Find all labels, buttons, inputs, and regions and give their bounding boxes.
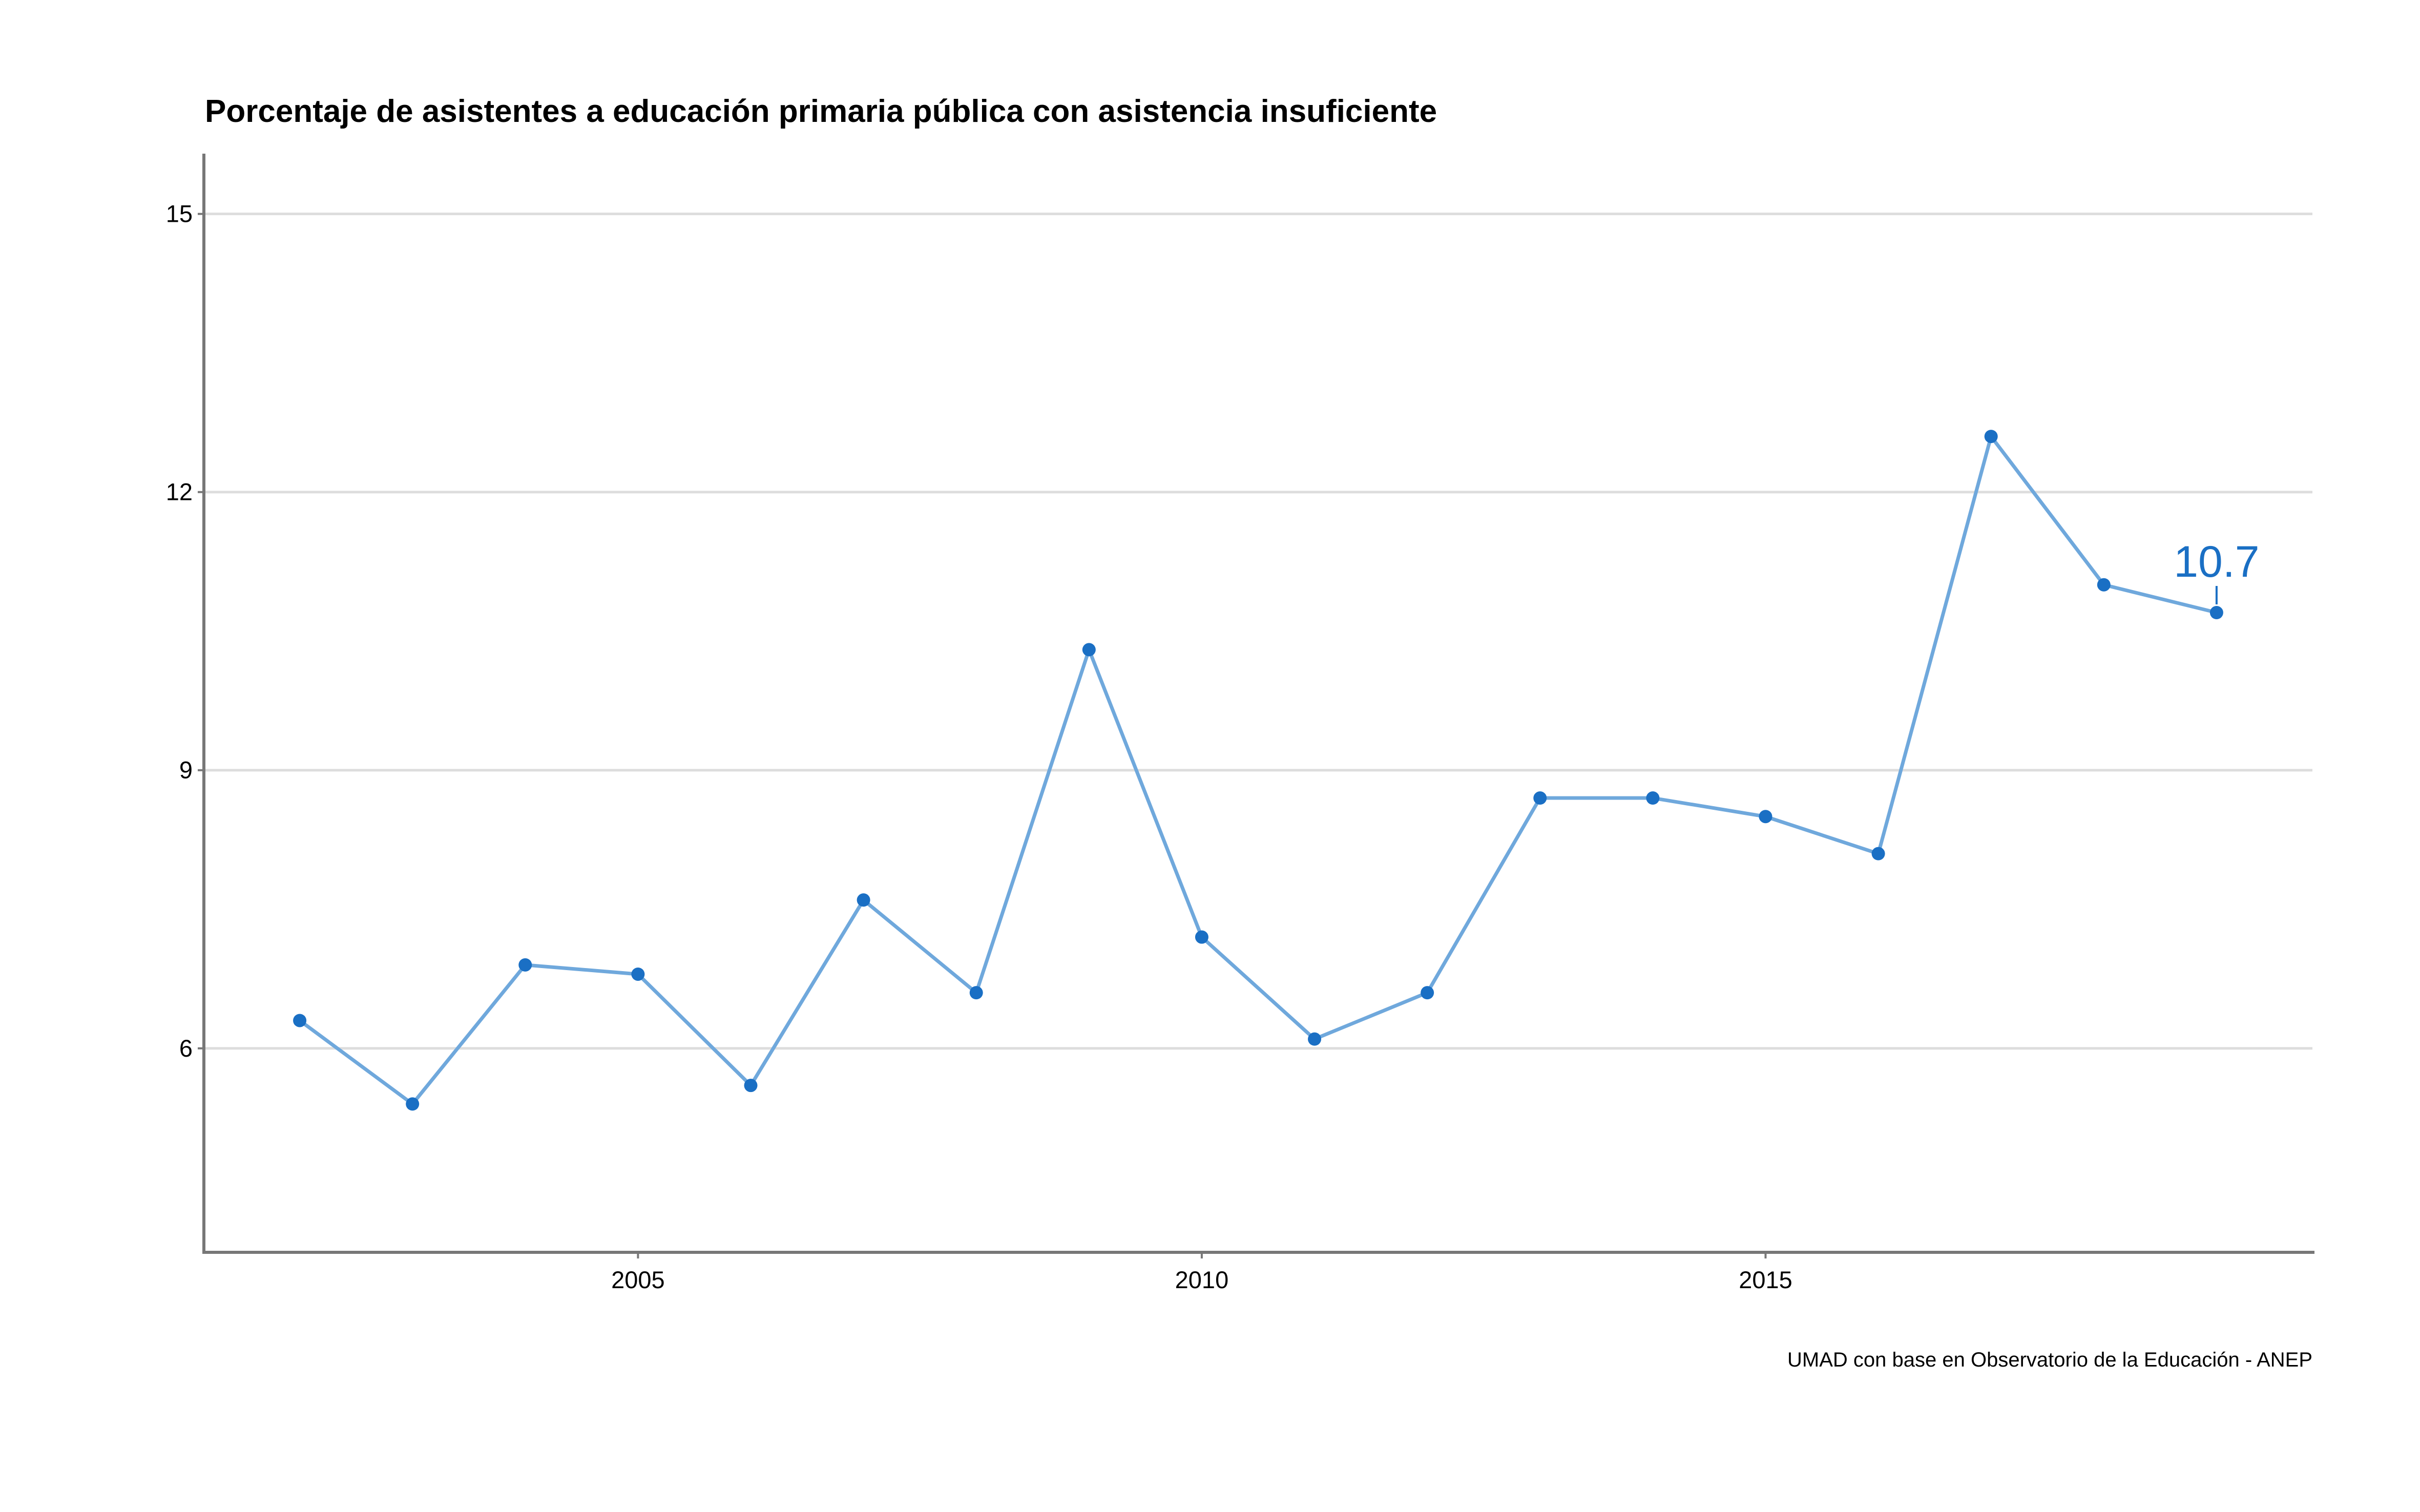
annotation-group: 10.7 [2174, 537, 2260, 605]
x-axis-ticks: 2005 2010 2015 [611, 1252, 1792, 1293]
chart-title: Porcentaje de asistentes a educación pri… [205, 94, 1437, 129]
data-point-2006 [744, 1079, 758, 1093]
data-point-2004 [518, 958, 532, 972]
x-tick-label: 2005 [611, 1266, 665, 1293]
data-point-2008 [969, 986, 983, 1000]
y-tick-label: 15 [166, 200, 193, 227]
data-point-2003 [406, 1097, 420, 1111]
data-point-2002 [293, 1014, 307, 1027]
series-group [293, 430, 2223, 1111]
gridlines [204, 213, 2312, 1050]
data-point-2012 [1421, 986, 1434, 1000]
data-point-2013 [1533, 791, 1547, 805]
y-tick-label: 9 [179, 757, 193, 784]
series-line [298, 434, 2219, 1106]
data-point-2018 [2097, 578, 2111, 592]
data-point-2007 [857, 893, 870, 907]
source-caption: UMAD con base en Observatorio de la Educ… [1787, 1349, 2312, 1371]
data-point-2019 [2209, 606, 2223, 620]
x-tick-label: 2010 [1175, 1266, 1229, 1293]
y-tick-label: 12 [166, 478, 193, 506]
data-point-2011 [1308, 1032, 1322, 1046]
data-point-2005 [631, 967, 645, 981]
data-point-2014 [1646, 791, 1660, 805]
x-tick-label: 2015 [1739, 1266, 1792, 1293]
data-point-2015 [1759, 810, 1772, 824]
data-point-2010 [1195, 930, 1208, 944]
data-point-2016 [1871, 847, 1885, 860]
annotation-label: 10.7 [2174, 537, 2259, 586]
y-tick-label: 6 [179, 1035, 193, 1062]
y-axis-ticks: 6 9 12 15 [166, 200, 204, 1062]
data-point-2009 [1082, 643, 1096, 657]
data-point-2017 [1984, 430, 1998, 444]
